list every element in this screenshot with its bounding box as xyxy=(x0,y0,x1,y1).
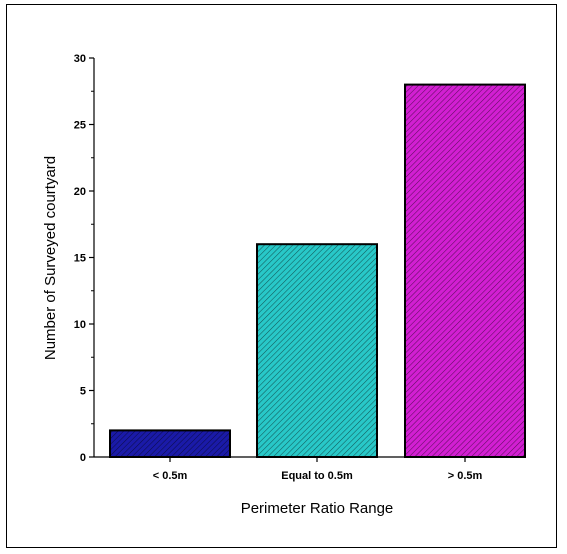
y-tick-label: 5 xyxy=(80,386,86,398)
y-tick-label: 15 xyxy=(74,253,86,265)
x-ticks-group: < 0.5m Equal to 0.5m > 0.5m xyxy=(153,457,483,482)
bar xyxy=(109,429,231,458)
bars-group xyxy=(109,83,526,458)
y-tick-label: 0 xyxy=(80,452,86,464)
y-tick-label: 25 xyxy=(74,120,86,132)
x-axis-title: Perimeter Ratio Range xyxy=(241,500,394,517)
x-tick-label: > 0.5m xyxy=(448,470,483,482)
bar xyxy=(256,243,378,458)
y-tick-label: 30 xyxy=(74,53,86,65)
y-tick-label: 20 xyxy=(74,186,86,198)
bar xyxy=(404,83,526,458)
y-ticks-group: 0 5 10 15 20 25 30 xyxy=(74,53,94,464)
y-axis-title: Number of Surveyed courtyard xyxy=(42,156,59,360)
y-tick-label: 10 xyxy=(74,319,86,331)
x-tick-label: Equal to 0.5m xyxy=(281,470,353,482)
x-tick-label: < 0.5m xyxy=(153,470,188,482)
